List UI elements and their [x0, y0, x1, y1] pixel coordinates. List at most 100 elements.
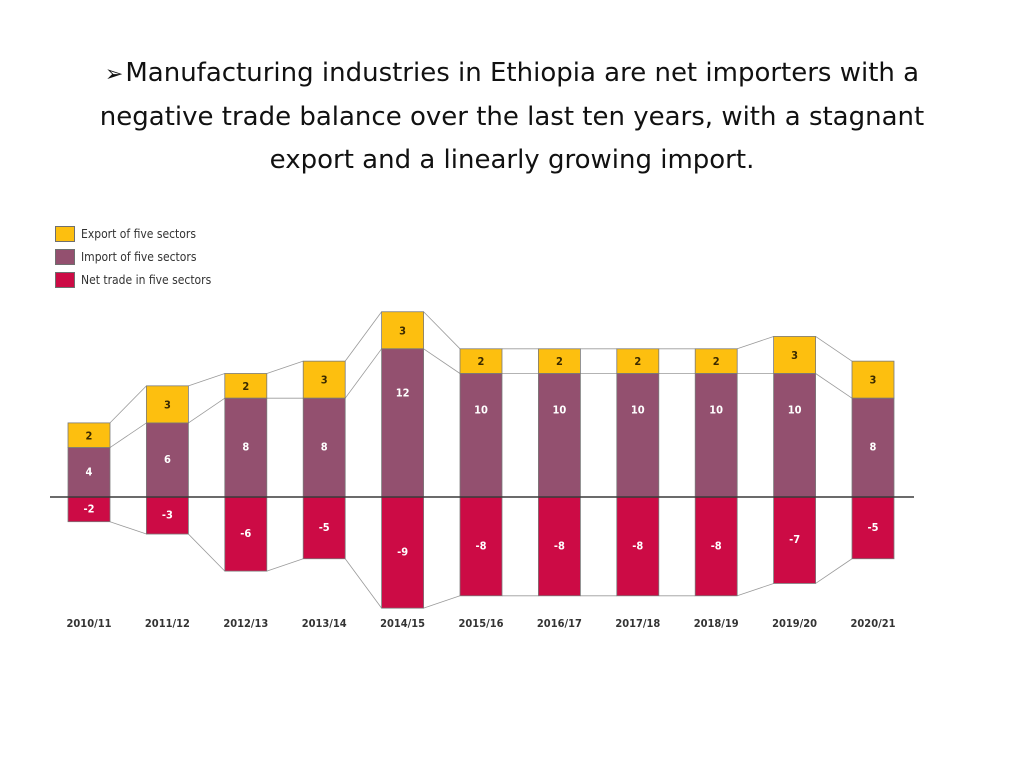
connector-lines — [109, 311, 853, 609]
bar-net-trade — [145, 496, 189, 535]
connector-line — [188, 373, 225, 387]
legend-label-export: Export of five sectors — [81, 226, 196, 241]
data-label-export: 2 — [86, 429, 93, 442]
bar-group-2020/21: 3 8 -5 2020/21 — [851, 360, 896, 630]
bar-import — [538, 373, 581, 498]
bullet-text: Manufacturing industries in Ethiopia are… — [99, 58, 925, 175]
slide-bullet-text: ➢Manufacturing industries in Ethiopia ar… — [60, 52, 964, 182]
bar-import — [616, 373, 660, 498]
data-label-import: 10 — [631, 404, 645, 417]
x-tick-label: 2011/12 — [145, 617, 190, 630]
data-label-import: 10 — [474, 404, 488, 417]
bar-export — [145, 385, 189, 424]
bar-export — [851, 360, 895, 399]
connector-line — [737, 336, 774, 350]
bar-import — [381, 348, 425, 498]
x-tick-label: 2019/20 — [772, 617, 817, 630]
bar-import — [459, 373, 503, 498]
data-label-net-trade: -5 — [868, 521, 879, 534]
bar-import — [851, 397, 895, 498]
connector-line — [423, 348, 461, 374]
data-label-import: 8 — [242, 441, 249, 454]
bar-net-trade — [851, 496, 895, 560]
data-label-net-trade: -9 — [397, 546, 408, 559]
connector-line — [344, 558, 382, 609]
connector-line — [188, 533, 226, 572]
data-label-import: 10 — [553, 404, 567, 417]
chart-legend: Export of five sectors Import of five se… — [55, 222, 211, 291]
data-label-export: 2 — [713, 355, 720, 368]
bar-net-trade — [67, 496, 111, 523]
bar-export — [773, 336, 816, 374]
data-label-net-trade: -8 — [554, 539, 565, 552]
connector-line — [344, 311, 382, 362]
x-tick-label: 2012/13 — [223, 617, 268, 630]
x-tick-label: 2020/21 — [851, 617, 896, 630]
data-label-net-trade: -5 — [319, 521, 330, 534]
data-label-export: 3 — [164, 398, 171, 411]
bar-net-trade — [538, 496, 581, 597]
data-label-import: 6 — [164, 453, 171, 466]
data-label-export: 3 — [321, 374, 328, 387]
data-label-export: 2 — [478, 355, 485, 368]
bar-group-2017/18: 2 10 -8 2017/18 — [615, 348, 660, 630]
connector-line — [815, 558, 853, 584]
data-label-import: 12 — [396, 386, 410, 399]
bar-export — [538, 348, 581, 374]
legend-label-import: Import of five sectors — [81, 249, 197, 264]
bar-group-2012/13: 2 8 -6 2012/13 — [223, 373, 268, 630]
bar-group-2018/19: 2 10 -8 2018/19 — [694, 348, 739, 630]
connector-line — [109, 521, 147, 535]
connector-line — [737, 583, 774, 597]
data-label-export: 2 — [634, 355, 641, 368]
legend-swatch-export — [55, 225, 75, 242]
bar-net-trade — [381, 496, 425, 609]
legend-item-import: Import of five sectors — [55, 245, 211, 268]
connector-line — [815, 336, 853, 362]
data-label-export: 2 — [556, 355, 563, 368]
bar-import — [145, 422, 189, 498]
bar-import — [302, 397, 346, 498]
bar-net-trade — [302, 496, 346, 560]
x-tick-label: 2010/11 — [67, 617, 112, 630]
connector-line — [109, 422, 147, 448]
data-label-import: 10 — [709, 404, 723, 417]
connector-line — [815, 373, 853, 399]
data-label-net-trade: -8 — [476, 539, 487, 552]
data-label-net-trade: -2 — [84, 502, 95, 515]
data-label-net-trade: -6 — [240, 527, 251, 540]
bar-import — [224, 397, 268, 498]
legend-item-export: Export of five sectors — [55, 222, 211, 245]
bar-net-trade — [773, 496, 816, 584]
bar-import — [694, 373, 738, 498]
connector-line — [109, 385, 147, 424]
data-label-net-trade: -8 — [632, 539, 643, 552]
legend-label-net-trade: Net trade in five sectors — [81, 272, 212, 287]
data-label-export: 3 — [399, 324, 406, 337]
bar-export — [694, 348, 738, 374]
data-label-import: 4 — [86, 465, 93, 478]
x-tick-label: 2013/14 — [302, 617, 347, 630]
legend-swatch-import — [55, 248, 75, 265]
legend-item-net-trade: Net trade in five sectors — [55, 268, 211, 291]
bar-net-trade — [224, 496, 268, 572]
bar-group-2013/14: 3 8 -5 2013/14 — [302, 360, 347, 630]
x-tick-label: 2016/17 — [537, 617, 582, 630]
bar-export — [616, 348, 660, 374]
data-label-net-trade: -3 — [162, 509, 173, 522]
x-tick-label: 2017/18 — [615, 617, 660, 630]
bar-group-2014/15: 3 12 -9 2014/15 — [380, 311, 425, 630]
arrow-bullet-icon: ➢ — [104, 62, 124, 87]
bar-import — [67, 447, 111, 498]
connector-line — [266, 558, 304, 572]
data-label-import: 8 — [870, 441, 877, 454]
x-tick-label: 2014/15 — [380, 617, 425, 630]
bar-export — [302, 360, 346, 399]
connector-line — [266, 360, 304, 374]
data-label-export: 3 — [791, 349, 798, 362]
bar-group-2011/12: 3 6 -3 2011/12 — [145, 385, 190, 630]
legend-swatch-net-trade — [55, 271, 75, 288]
bar-export — [67, 422, 111, 448]
data-label-import: 8 — [321, 441, 328, 454]
